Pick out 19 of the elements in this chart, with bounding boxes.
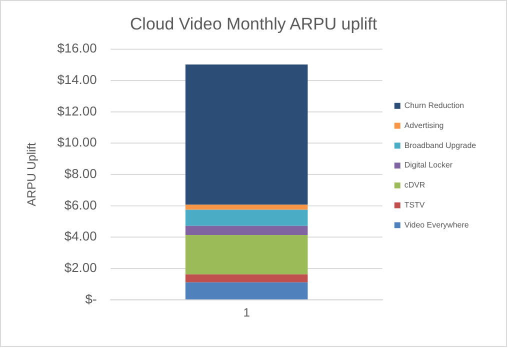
y-tick-label: $6.00 [64,197,97,212]
bar [185,210,308,226]
bar [185,274,308,282]
bar [185,226,308,235]
y-tick-label: $16.00 [57,40,97,56]
bar [185,234,308,274]
y-tick-label: $8.00 [64,166,97,182]
y-tick-label: $- [85,291,97,306]
y-tick-label: $2.00 [64,260,97,276]
bar [185,282,308,300]
x-tick-label: 1 [243,305,250,320]
y-tick-label: $4.00 [64,228,97,244]
y-tick-label: $12.00 [57,103,97,118]
y-tick-label: $14.00 [57,72,97,88]
y-axis-title: ARPU Uplift [24,142,38,206]
chart-title: Cloud Video Monthly ARPU uplift [130,14,378,34]
y-tick-label: $10.00 [57,134,97,150]
bar [185,64,308,205]
bar [185,204,308,210]
